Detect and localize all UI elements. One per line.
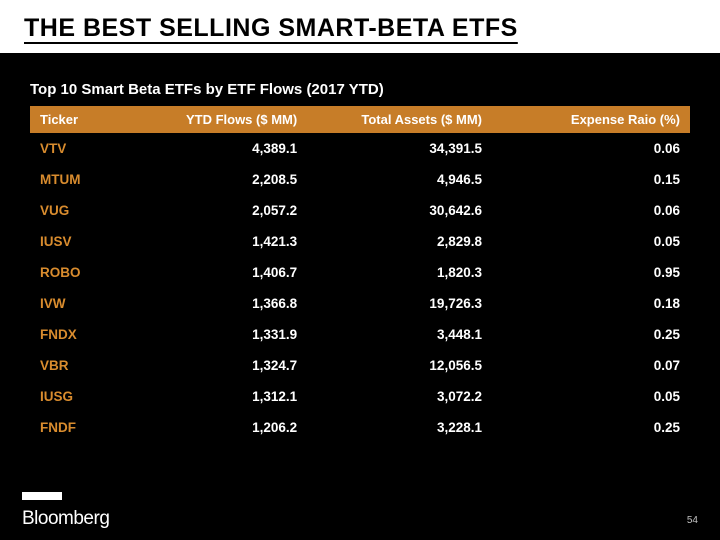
assets-cell: 3,448.1 [307,319,492,350]
page-number: 54 [687,515,698,526]
assets-cell: 12,056.5 [307,350,492,381]
expense-cell: 0.25 [492,412,690,443]
col-assets-header: Total Assets ($ MM) [307,106,492,133]
expense-cell: 0.07 [492,350,690,381]
expense-cell: 0.05 [492,226,690,257]
title-bar: THE BEST SELLING SMART-BETA ETFS [0,0,720,55]
flows-cell: 1,324.7 [122,350,307,381]
ticker-cell: IUSV [30,226,122,257]
expense-cell: 0.95 [492,257,690,288]
ticker-cell: FNDX [30,319,122,350]
flows-cell: 1,406.7 [122,257,307,288]
ticker-cell: IUSG [30,381,122,412]
expense-cell: 0.15 [492,164,690,195]
table-subtitle: Top 10 Smart Beta ETFs by ETF Flows (201… [30,81,690,98]
footer-accent-bar [22,492,62,500]
col-ticker-header: Ticker [30,106,122,133]
table-row: VTV 4,389.1 34,391.5 0.06 [30,133,690,164]
ticker-cell: FNDF [30,412,122,443]
slide-title: THE BEST SELLING SMART-BETA ETFS [24,14,700,43]
table-header-row: Ticker YTD Flows ($ MM) Total Assets ($ … [30,106,690,133]
assets-cell: 4,946.5 [307,164,492,195]
expense-cell: 0.06 [492,195,690,226]
ticker-cell: MTUM [30,164,122,195]
assets-cell: 30,642.6 [307,195,492,226]
table-row: VUG 2,057.2 30,642.6 0.06 [30,195,690,226]
ticker-cell: VUG [30,195,122,226]
footer: Bloomberg 54 [0,492,720,540]
expense-cell: 0.05 [492,381,690,412]
table-row: MTUM 2,208.5 4,946.5 0.15 [30,164,690,195]
assets-cell: 2,829.8 [307,226,492,257]
assets-cell: 34,391.5 [307,133,492,164]
assets-cell: 1,820.3 [307,257,492,288]
table-row: IUSG 1,312.1 3,072.2 0.05 [30,381,690,412]
brand-logo: Bloomberg [22,508,109,530]
table-row: FNDF 1,206.2 3,228.1 0.25 [30,412,690,443]
assets-cell: 3,072.2 [307,381,492,412]
expense-cell: 0.25 [492,319,690,350]
flows-cell: 1,312.1 [122,381,307,412]
flows-cell: 1,206.2 [122,412,307,443]
content-area: Top 10 Smart Beta ETFs by ETF Flows (201… [0,55,720,443]
table-row: IUSV 1,421.3 2,829.8 0.05 [30,226,690,257]
ticker-cell: VBR [30,350,122,381]
flows-cell: 4,389.1 [122,133,307,164]
col-expense-header: Expense Raio (%) [492,106,690,133]
expense-cell: 0.18 [492,288,690,319]
col-flows-header: YTD Flows ($ MM) [122,106,307,133]
table-row: VBR 1,324.7 12,056.5 0.07 [30,350,690,381]
flows-cell: 1,366.8 [122,288,307,319]
flows-cell: 1,331.9 [122,319,307,350]
assets-cell: 19,726.3 [307,288,492,319]
ticker-cell: IVW [30,288,122,319]
ticker-cell: VTV [30,133,122,164]
table-row: FNDX 1,331.9 3,448.1 0.25 [30,319,690,350]
expense-cell: 0.06 [492,133,690,164]
table-row: ROBO 1,406.7 1,820.3 0.95 [30,257,690,288]
flows-cell: 2,057.2 [122,195,307,226]
etf-table: Ticker YTD Flows ($ MM) Total Assets ($ … [30,106,690,443]
assets-cell: 3,228.1 [307,412,492,443]
ticker-cell: ROBO [30,257,122,288]
flows-cell: 2,208.5 [122,164,307,195]
flows-cell: 1,421.3 [122,226,307,257]
table-body: VTV 4,389.1 34,391.5 0.06 MTUM 2,208.5 4… [30,133,690,443]
table-row: IVW 1,366.8 19,726.3 0.18 [30,288,690,319]
